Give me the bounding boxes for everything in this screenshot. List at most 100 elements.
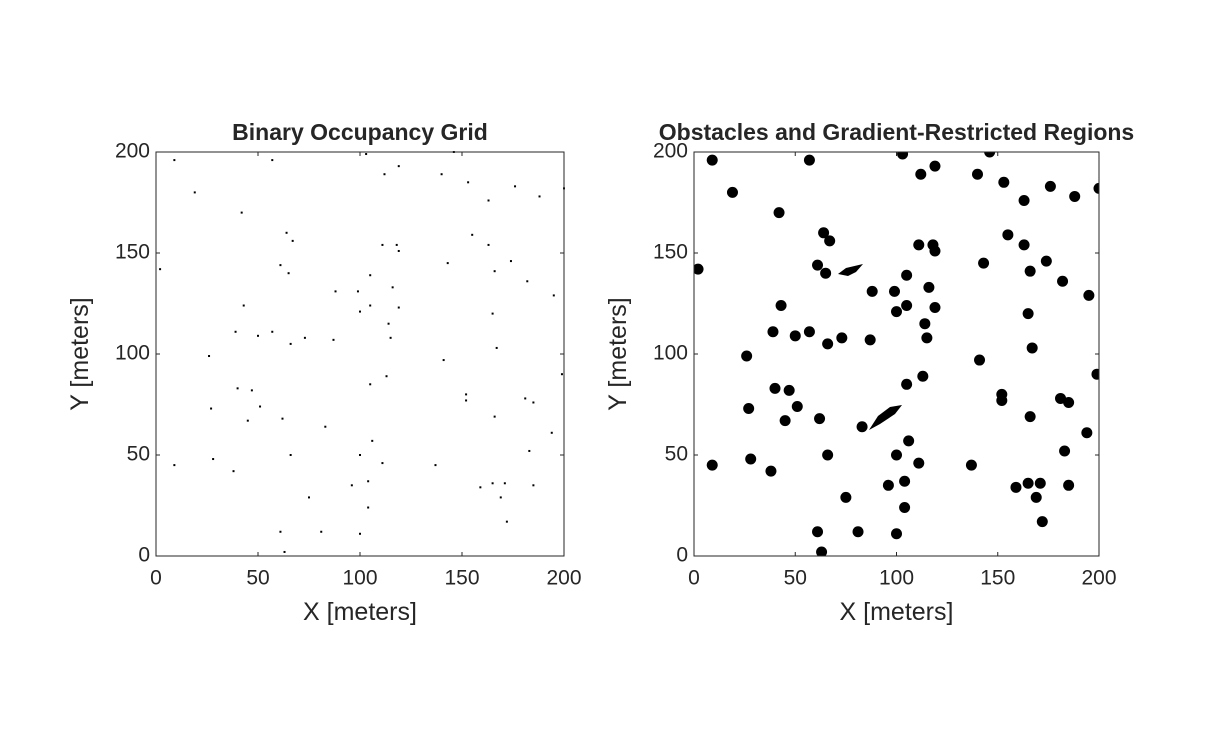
x-tick-label: 0	[150, 567, 162, 590]
obstacle-point	[369, 304, 372, 307]
obstacle-point	[491, 312, 494, 315]
obstacle-point	[495, 346, 498, 349]
obstacle-point	[259, 405, 262, 408]
obstacle-point	[232, 470, 235, 473]
obstacle-point	[803, 154, 815, 166]
chart-title: Obstacles and Gradient-Restricted Region…	[659, 119, 1134, 145]
obstacle-point	[467, 181, 470, 184]
obstacle-point	[446, 262, 449, 265]
obstacle-point	[974, 354, 986, 366]
obstacle-point	[440, 173, 443, 176]
obstacle-point	[822, 338, 834, 350]
y-tick-label: 100	[115, 342, 150, 365]
obstacle-point	[493, 270, 496, 273]
obstacle-point	[532, 484, 535, 487]
obstacle-point	[767, 326, 779, 338]
obstacle-point	[279, 264, 282, 267]
obstacle-point	[320, 530, 323, 533]
obstacle-point	[972, 168, 983, 180]
obstacle-point	[1069, 190, 1081, 202]
obstacle-point	[791, 401, 803, 413]
obstacle-point	[210, 407, 213, 410]
obstacle-point	[369, 274, 372, 277]
obstacle-point	[921, 332, 933, 344]
obstacle-point	[1024, 411, 1036, 423]
obstacle-point	[1091, 368, 1099, 380]
obstacle-point	[1044, 180, 1056, 192]
obstacle-point	[257, 334, 259, 337]
obstacle-point	[367, 506, 370, 509]
obstacle-point	[289, 454, 292, 456]
obstacle-point	[836, 332, 848, 344]
obstacle-point	[285, 231, 288, 234]
obstacle-point	[852, 526, 864, 538]
obstacle-point	[271, 330, 274, 333]
obstacle-point	[359, 310, 361, 313]
y-tick-label: 0	[676, 544, 688, 567]
obstacle-point	[159, 268, 162, 271]
obstacle-point	[1026, 342, 1038, 354]
obstacle-point	[509, 260, 512, 263]
obstacle-point	[395, 243, 398, 246]
obstacle-point	[891, 306, 902, 318]
obstacle-point	[822, 449, 834, 461]
obstacle-point	[901, 269, 913, 281]
y-axis-label: Y [meters]	[66, 297, 94, 410]
obstacle-point	[271, 159, 274, 162]
obstacle-point	[487, 199, 490, 202]
obstacle-point	[923, 281, 935, 293]
x-tick-label: 200	[546, 567, 581, 590]
obstacle-point	[383, 173, 386, 176]
obstacle-point	[381, 243, 384, 246]
obstacle-point	[505, 520, 508, 523]
obstacle-point	[745, 453, 757, 465]
obstacle-point	[350, 484, 353, 487]
obstacle-point	[359, 532, 361, 535]
obstacle-point	[783, 384, 795, 396]
obstacle-point	[1093, 182, 1099, 194]
restricted-region	[838, 264, 863, 276]
x-tick-label: 150	[980, 567, 1015, 590]
obstacle-point	[769, 382, 781, 394]
obstacle-point	[491, 482, 494, 485]
axes-box	[693, 151, 1100, 557]
obstacle-point	[726, 186, 738, 198]
obstacle-point	[901, 378, 913, 390]
obstacle-point	[283, 550, 286, 553]
obstacle-point	[371, 439, 374, 442]
obstacle-point	[929, 245, 941, 257]
x-tick-label: 100	[342, 567, 377, 590]
obstacle-point	[499, 496, 502, 499]
obstacle-point	[289, 342, 292, 345]
x-tick-label: 150	[444, 567, 479, 590]
obstacle-point	[929, 302, 941, 314]
obstacle-point	[996, 394, 1008, 406]
obstacle-point	[820, 267, 832, 279]
obstacle-point	[818, 227, 830, 239]
obstacle-point	[538, 195, 541, 198]
obstacle-point	[1063, 396, 1075, 408]
obstacle-point	[1055, 392, 1067, 404]
obstacle-point	[743, 403, 755, 415]
obstacle-point	[434, 464, 437, 467]
obstacle-point	[208, 355, 211, 358]
obstacle-point	[173, 159, 176, 162]
obstacle-point	[915, 168, 927, 180]
obstacle-point	[503, 482, 506, 485]
y-axis-label: Y [meters]	[604, 297, 632, 410]
obstacle-point	[303, 336, 306, 339]
obstacle-point	[514, 185, 517, 188]
obstacle-point	[864, 334, 876, 346]
obstacle-point	[1022, 477, 1034, 489]
obstacle-point	[1081, 427, 1093, 439]
obstacle-point	[487, 243, 490, 246]
obstacle-point	[242, 304, 245, 307]
x-tick-label: 50	[784, 567, 807, 590]
obstacle-point	[236, 387, 239, 390]
obstacle-point	[526, 280, 529, 283]
obstacle-point	[929, 160, 941, 172]
obstacle-point	[397, 249, 400, 252]
obstacle-point	[1002, 229, 1014, 241]
obstacle-point	[998, 176, 1010, 188]
y-tick-label: 100	[653, 342, 688, 365]
